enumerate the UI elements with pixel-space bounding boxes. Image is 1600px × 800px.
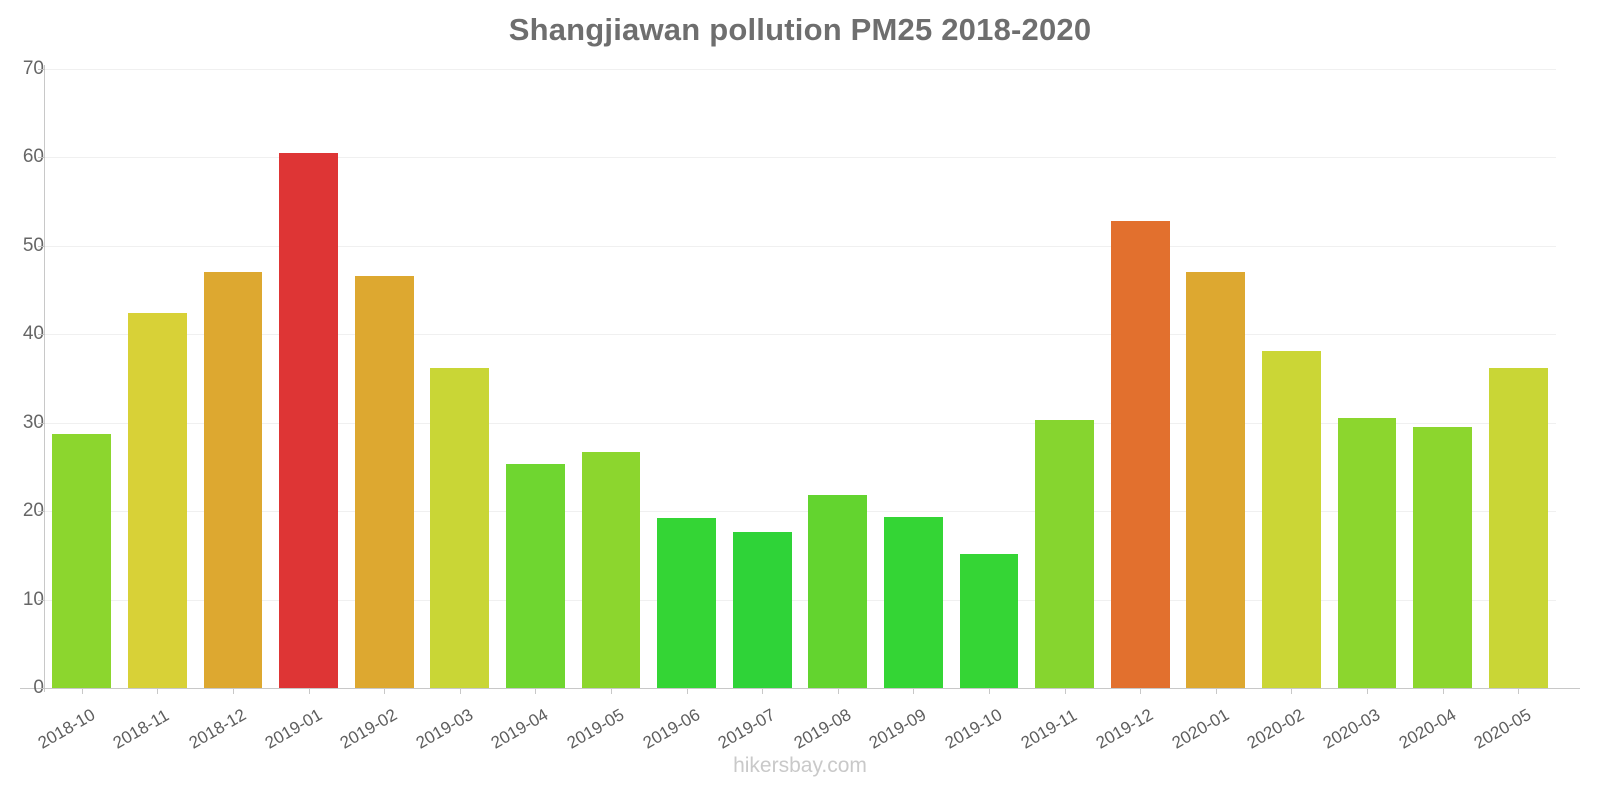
bar[interactable]	[732, 532, 792, 688]
bar[interactable]	[1488, 367, 1548, 688]
gridline	[44, 69, 1556, 70]
gridline	[44, 599, 1556, 601]
x-axis-tick-mark	[384, 688, 386, 694]
x-axis-tick-label: 2019-04	[488, 705, 552, 753]
x-axis-tick-label: 2020-01	[1168, 705, 1233, 753]
bar[interactable]	[883, 517, 943, 688]
x-axis-tick-mark	[1215, 688, 1217, 694]
y-axis-tick-label: 20	[22, 500, 44, 522]
y-axis-tick-mark	[38, 334, 45, 336]
x-axis-tick-mark	[459, 688, 461, 694]
y-axis-tick-mark	[38, 157, 45, 159]
y-axis-tick-mark	[38, 599, 45, 601]
y-axis-tick-mark	[38, 511, 45, 513]
x-axis-tick-label: 2018-12	[185, 705, 250, 753]
chart-title: Shangjiawan pollution PM25 2018-2020	[508, 12, 1092, 47]
bar[interactable]	[808, 495, 868, 688]
x-axis-tick-label: 2019-12	[1092, 705, 1157, 753]
y-axis-tick-mark	[38, 69, 45, 70]
y-axis-tick-label: 70	[22, 58, 44, 79]
x-axis-tick-label: 2020-05	[1470, 705, 1535, 753]
y-axis-line	[44, 65, 45, 692]
x-axis-tick-mark	[535, 688, 537, 694]
footer-credit: hikersbay.com	[733, 754, 867, 777]
y-axis-tick-label: 50	[22, 234, 44, 256]
x-axis-tick-label: 2019-06	[639, 705, 703, 753]
x-axis-tick-mark	[1518, 688, 1520, 694]
bar[interactable]	[203, 271, 263, 688]
x-axis-ticks: 2018-10 2018-11 2018-12 2019-01 2019-02 2019-…	[35, 688, 1556, 788]
bar[interactable]	[430, 367, 490, 688]
y-axis-tick-label: 60	[22, 146, 44, 168]
x-axis-tick-mark	[837, 688, 839, 694]
x-axis-tick-mark	[233, 688, 234, 694]
gridline	[44, 245, 1556, 247]
bar[interactable]	[1035, 420, 1095, 688]
bar[interactable]	[1186, 271, 1246, 688]
x-axis-tick-mark	[913, 688, 915, 694]
x-axis-tick-mark	[1064, 688, 1066, 694]
gridline	[44, 157, 1556, 159]
y-axis-tick-label: 10	[22, 588, 44, 610]
x-axis-tick-label: 2018-11	[110, 705, 173, 753]
bar[interactable]	[1413, 427, 1473, 688]
bar[interactable]	[127, 313, 187, 688]
y-axis-tick-label: 0	[6, 677, 44, 699]
x-axis-tick-mark	[1140, 688, 1142, 694]
x-axis-tick-label: 2019-07	[714, 705, 779, 753]
bar[interactable]	[1261, 351, 1321, 688]
x-axis-tick-label: 2019-03	[412, 705, 477, 753]
x-axis-tick-mark	[1442, 688, 1444, 694]
x-axis-tick-label: 2019-09	[866, 705, 930, 753]
gridline	[44, 422, 1556, 424]
gridline	[44, 334, 1556, 336]
bar[interactable]	[1110, 221, 1170, 688]
x-axis-tick-label: 2019-02	[336, 705, 401, 753]
y-axis-ticks: 0 10 20 30 40 50 60 70	[0, 0, 45, 800]
x-axis-tick-mark	[1367, 688, 1368, 694]
x-axis-tick-mark	[308, 688, 310, 694]
x-axis-tick-label: 2019-05	[563, 705, 628, 753]
bar[interactable]	[581, 451, 641, 688]
y-axis-tick-mark	[38, 245, 45, 247]
x-axis-tick-label: 2020-03	[1319, 705, 1384, 753]
y-axis-tick-mark	[38, 422, 45, 424]
y-axis-tick-label: 40	[22, 323, 44, 345]
gridline	[44, 511, 1556, 513]
x-axis-tick-label: 2019-10	[941, 705, 1006, 753]
x-axis-line	[20, 688, 1580, 689]
bar[interactable]	[959, 553, 1019, 688]
x-axis-tick-mark	[611, 688, 612, 694]
x-axis-tick-mark	[157, 688, 159, 694]
bar[interactable]	[279, 153, 339, 688]
bar[interactable]	[505, 464, 565, 688]
x-axis-tick-mark	[1291, 688, 1293, 694]
y-axis-tick-mark	[38, 688, 45, 689]
x-axis-tick-label: 2020-04	[1395, 705, 1459, 753]
bar[interactable]	[1337, 418, 1397, 688]
x-axis-tick-label: 2020-02	[1244, 705, 1308, 753]
bar[interactable]	[657, 518, 717, 688]
x-axis-tick-mark	[81, 688, 83, 694]
x-axis-tick-mark	[686, 688, 688, 694]
x-axis-tick-label: 2019-01	[261, 705, 325, 753]
x-axis-tick-mark	[762, 688, 764, 694]
y-axis-tick-label: 30	[22, 411, 44, 433]
x-axis-tick-label: 2019-08	[790, 705, 855, 753]
bar[interactable]	[354, 275, 414, 688]
plot-area	[44, 69, 1556, 688]
bar[interactable]	[52, 434, 112, 688]
x-axis-tick-mark	[989, 688, 990, 694]
x-axis-tick-label: 2019-11	[1017, 705, 1080, 753]
x-axis-tick-label: 2018-10	[34, 705, 99, 753]
